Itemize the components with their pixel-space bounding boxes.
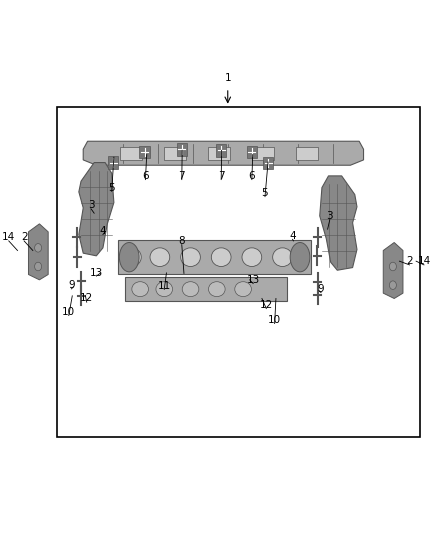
Circle shape bbox=[389, 262, 396, 271]
Bar bbox=[57, 107, 420, 437]
Text: 9: 9 bbox=[318, 284, 325, 294]
Text: 2: 2 bbox=[406, 256, 413, 266]
Text: 8: 8 bbox=[178, 236, 185, 246]
Ellipse shape bbox=[121, 248, 141, 266]
Text: 6: 6 bbox=[248, 171, 255, 181]
Polygon shape bbox=[83, 141, 364, 165]
Text: 13: 13 bbox=[247, 275, 260, 285]
Text: 5: 5 bbox=[261, 188, 268, 198]
Text: 14: 14 bbox=[2, 232, 15, 242]
Text: 4: 4 bbox=[99, 226, 106, 236]
Bar bbox=[139, 146, 150, 158]
Text: 7: 7 bbox=[178, 171, 185, 181]
Text: 14: 14 bbox=[417, 256, 431, 266]
Ellipse shape bbox=[235, 281, 251, 296]
Polygon shape bbox=[320, 176, 357, 270]
Bar bbox=[247, 146, 257, 158]
Polygon shape bbox=[28, 224, 48, 280]
Ellipse shape bbox=[290, 243, 310, 272]
Bar bbox=[216, 144, 226, 157]
Text: 10: 10 bbox=[268, 315, 281, 325]
Circle shape bbox=[389, 281, 396, 289]
Polygon shape bbox=[383, 243, 403, 298]
Ellipse shape bbox=[242, 248, 261, 266]
Bar bbox=[263, 157, 273, 169]
Text: 5: 5 bbox=[108, 183, 115, 192]
Text: 12: 12 bbox=[260, 300, 273, 310]
Polygon shape bbox=[125, 277, 287, 301]
Text: 7: 7 bbox=[218, 171, 225, 181]
Bar bbox=[108, 156, 118, 169]
Text: 6: 6 bbox=[142, 171, 149, 181]
Ellipse shape bbox=[150, 248, 170, 266]
Text: 10: 10 bbox=[62, 307, 75, 317]
Polygon shape bbox=[208, 147, 230, 160]
Polygon shape bbox=[164, 147, 186, 160]
Ellipse shape bbox=[132, 281, 148, 296]
Polygon shape bbox=[118, 240, 311, 274]
Polygon shape bbox=[120, 147, 142, 160]
Ellipse shape bbox=[272, 248, 293, 266]
Circle shape bbox=[35, 244, 42, 252]
Ellipse shape bbox=[211, 248, 231, 266]
Ellipse shape bbox=[180, 248, 200, 266]
Text: 3: 3 bbox=[88, 200, 95, 210]
Circle shape bbox=[35, 262, 42, 271]
Text: 1: 1 bbox=[224, 72, 231, 83]
Polygon shape bbox=[296, 147, 318, 160]
Text: 9: 9 bbox=[68, 280, 75, 290]
Text: 3: 3 bbox=[326, 211, 333, 221]
Ellipse shape bbox=[119, 243, 139, 272]
Text: 11: 11 bbox=[158, 281, 171, 291]
Polygon shape bbox=[252, 147, 274, 160]
Text: 4: 4 bbox=[289, 231, 296, 240]
Ellipse shape bbox=[182, 281, 199, 296]
Ellipse shape bbox=[208, 281, 225, 296]
Polygon shape bbox=[79, 163, 114, 256]
Bar bbox=[177, 143, 187, 156]
Text: 2: 2 bbox=[21, 232, 28, 242]
Ellipse shape bbox=[156, 281, 173, 296]
Text: 12: 12 bbox=[80, 294, 93, 303]
Text: 13: 13 bbox=[90, 268, 103, 278]
